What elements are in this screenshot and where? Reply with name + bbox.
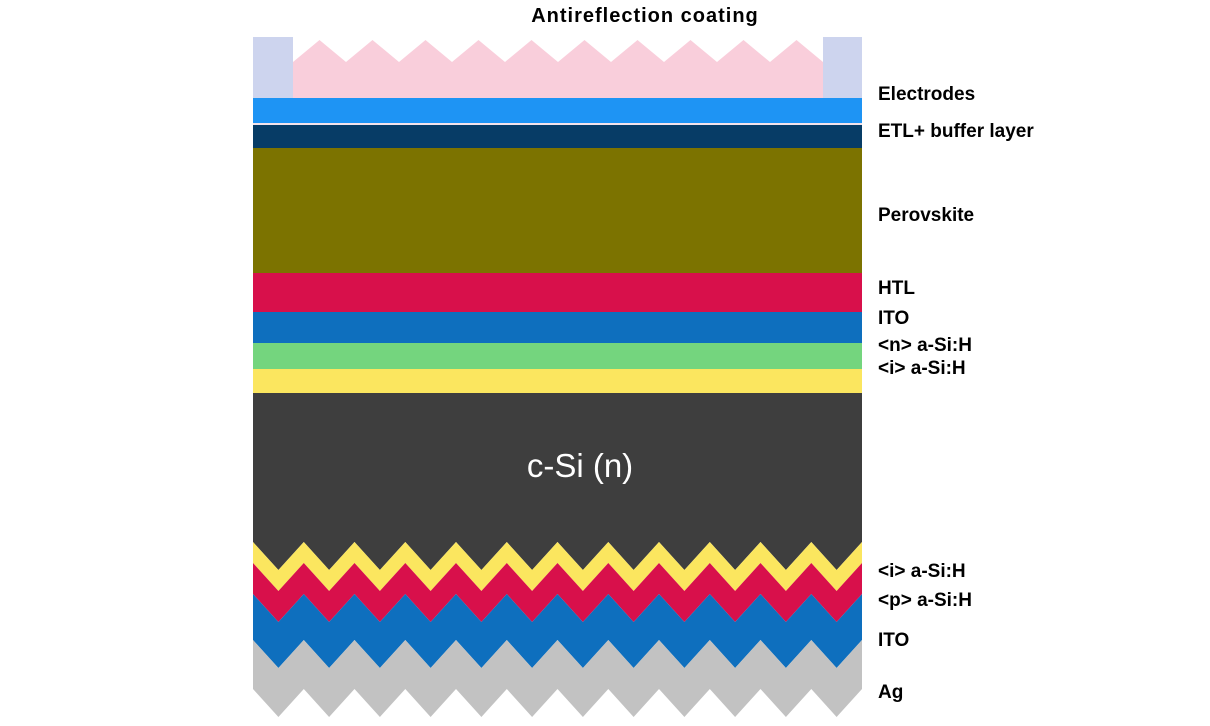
label-electrodes: Electrodes — [878, 84, 976, 105]
csi-wafer-label: c-Si (n) — [526, 447, 634, 484]
perovskite-layer — [253, 148, 862, 273]
electrode-left-block — [253, 37, 293, 98]
diagram-title: Antireflection coating — [531, 5, 759, 27]
label-p-asih-bottom: <p> a-Si:H — [878, 590, 972, 611]
i-asih-bottom-layer — [253, 542, 862, 591]
p-asih-bottom-layer — [253, 563, 862, 622]
i-asih-top-layer — [253, 369, 862, 393]
electrode-right-block — [823, 37, 862, 98]
ito-top-layer — [253, 312, 862, 343]
label-etl-buffer: ETL+ buffer layer — [878, 121, 1034, 142]
antireflection-coating-layer — [293, 40, 823, 98]
csi-wafer-layer — [253, 393, 862, 570]
label-ag: Ag — [878, 682, 904, 703]
label-perovskite: Perovskite — [878, 205, 975, 226]
label-i-asih-bottom: <i> a-Si:H — [878, 561, 966, 582]
ag-layer — [253, 640, 862, 717]
label-i-asih-top: <i> a-Si:H — [878, 358, 966, 379]
n-asih-layer — [253, 343, 862, 369]
label-ito-top: ITO — [878, 308, 910, 329]
ito-bottom-layer — [253, 594, 862, 668]
etl-buffer-layer — [253, 125, 862, 148]
electrodes-layer — [253, 98, 862, 123]
label-n-asih: <n> a-Si:H — [878, 335, 972, 356]
layer-separator — [253, 123, 862, 125]
label-htl: HTL — [878, 278, 915, 299]
htl-layer — [253, 273, 862, 312]
label-ito-bottom: ITO — [878, 630, 910, 651]
